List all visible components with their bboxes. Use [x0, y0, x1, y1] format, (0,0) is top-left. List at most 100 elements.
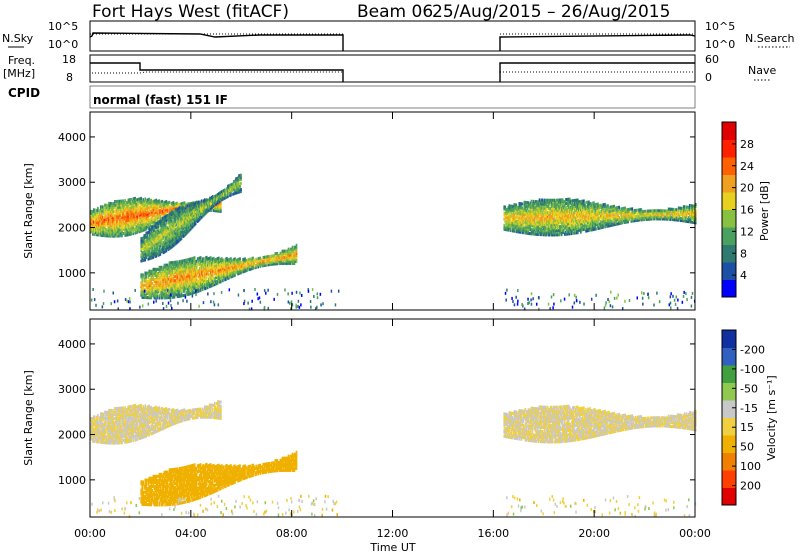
echo-cell — [277, 258, 280, 262]
echo-cell — [120, 220, 122, 224]
echo-cell — [150, 202, 153, 206]
echo-cell — [100, 227, 102, 231]
echo-cell — [200, 266, 203, 270]
echo-cell — [168, 289, 171, 293]
echo-cell — [189, 263, 192, 267]
echo-cell — [211, 267, 213, 271]
echo-cell — [95, 212, 97, 216]
echo-cell — [295, 251, 298, 255]
echo-cell — [174, 289, 177, 293]
echo-cell — [124, 203, 126, 207]
echo-cell — [201, 288, 204, 292]
echo-cell — [185, 266, 188, 270]
echo-cell — [114, 222, 116, 226]
echo-cell — [206, 286, 209, 290]
echo-cell — [111, 226, 113, 230]
echo-cell — [182, 263, 185, 267]
echo-cell — [179, 266, 182, 270]
echo-cell — [130, 218, 132, 222]
echo-cell — [139, 199, 142, 203]
echo-cell — [244, 265, 246, 269]
echo-cell — [118, 199, 120, 203]
echo-cell — [237, 258, 239, 262]
echo-cell — [193, 274, 196, 278]
echo-cell — [203, 262, 206, 266]
echo-cell — [145, 273, 148, 277]
echo-cell — [135, 198, 137, 202]
echo-cell — [133, 211, 135, 215]
echo-cell — [153, 269, 156, 273]
echo-cell — [172, 293, 175, 297]
echo-cell — [168, 281, 171, 285]
echo-cell — [173, 266, 176, 270]
echo-cell — [120, 226, 122, 230]
echo-cell — [159, 217, 162, 221]
echo-cell — [155, 276, 158, 280]
echo-cell — [107, 232, 109, 236]
echo-cell — [149, 199, 152, 203]
echo-cell — [184, 269, 187, 273]
echo-cell — [99, 211, 101, 215]
echo-cell — [175, 280, 178, 284]
echo-cell — [123, 203, 125, 207]
echo-cell — [141, 291, 144, 295]
echo-cell — [96, 218, 98, 222]
echo-cell — [211, 208, 213, 212]
echo-cell — [136, 220, 138, 224]
echo-cell — [141, 244, 144, 248]
echo-cell — [266, 259, 269, 263]
echo-cell — [273, 254, 276, 258]
echo-cell — [150, 296, 153, 300]
echo-cell — [218, 209, 220, 213]
echo-cell — [147, 222, 150, 226]
echo-cell — [104, 209, 106, 213]
echo-cell — [175, 270, 178, 274]
echo-cell — [189, 281, 192, 285]
echo-cell — [95, 226, 97, 230]
echo-cell — [228, 260, 230, 264]
echo-cell — [279, 259, 282, 263]
echo-cell — [176, 284, 179, 288]
echo-cell — [215, 209, 217, 213]
echo-cell — [145, 285, 148, 289]
echo-cell — [155, 238, 158, 242]
echo-cell — [282, 259, 285, 263]
noise-tick-right-bottom: 10^0 — [705, 38, 735, 51]
echo-cell — [292, 261, 295, 265]
echo-cell — [160, 240, 163, 244]
echo-cell — [165, 277, 168, 281]
echo-cell — [163, 263, 166, 267]
echo-cell — [176, 270, 179, 274]
echo-cell — [154, 238, 157, 242]
echo-cell — [155, 240, 158, 244]
echo-cell — [141, 281, 144, 285]
echo-cell — [149, 219, 152, 223]
echo-cell — [165, 208, 168, 212]
echo-cell — [148, 234, 151, 238]
echo-cell — [147, 281, 150, 285]
echo-cell — [145, 223, 148, 227]
echo-cell — [110, 230, 112, 234]
echo-cell — [159, 224, 162, 228]
echo-cell — [193, 260, 196, 264]
echo-cell — [133, 227, 135, 231]
echo-cell — [178, 280, 181, 284]
echo-cell — [155, 271, 158, 275]
echo-cell — [205, 200, 208, 204]
echo-cell — [200, 263, 203, 267]
echo-cell — [149, 277, 152, 281]
echo-cell — [214, 282, 216, 286]
echo-cell — [117, 234, 119, 238]
echo-cell — [118, 214, 120, 218]
echo-cell — [178, 274, 181, 278]
echo-cell — [122, 211, 124, 215]
echo-cell — [107, 203, 109, 207]
echo-cell — [229, 261, 231, 265]
echo-cell — [140, 225, 143, 229]
echo-cell — [150, 254, 153, 258]
echo-cell — [231, 264, 233, 268]
echo-cell — [174, 270, 177, 274]
echo-cell — [196, 269, 199, 273]
echo-cell — [207, 269, 210, 273]
echo-cell — [131, 228, 133, 232]
